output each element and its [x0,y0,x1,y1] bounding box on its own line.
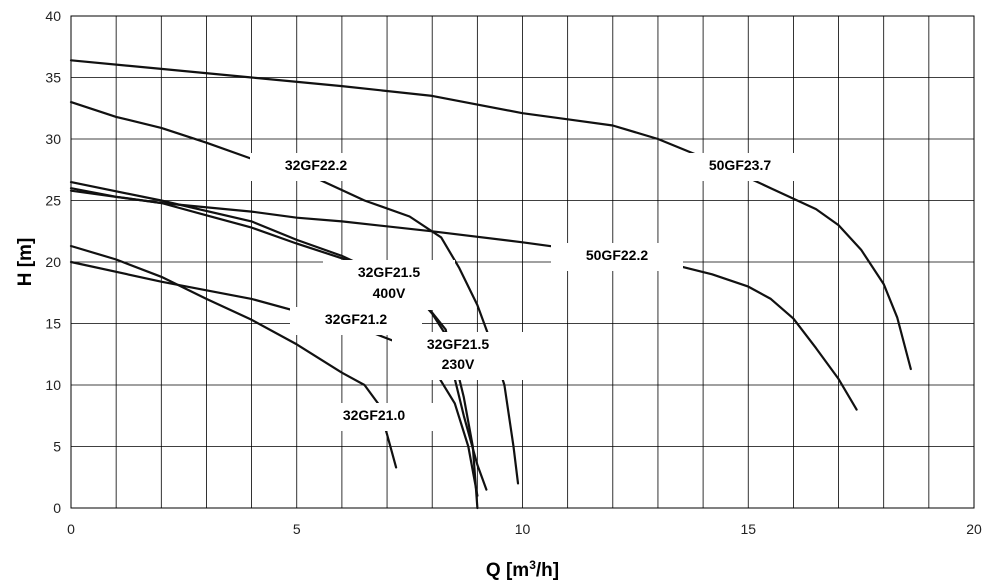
grid [70,15,975,509]
y-tick-label: 40 [45,8,61,24]
series-label: 50GF22.2 [586,247,648,263]
x-axis-title: Q [m3/h] [486,558,559,581]
series-labels: 50GF23.7 50GF22.2 32GF22.2 32GF21.5 400V 32GF… [250,153,806,431]
y-tick-label: 20 [45,254,61,270]
x-tick-label: 5 [293,521,301,537]
y-tick-label: 15 [45,316,61,332]
series-label: 32GF21.5 [358,264,420,280]
x-tick-label: 15 [740,521,756,537]
series-label-background [308,403,440,431]
y-tick-label: 35 [45,70,61,86]
series-label-background [290,307,422,335]
series-label: 32GF21.2 [325,311,387,327]
y-tick-label: 10 [45,377,61,393]
series-label-background [674,153,806,181]
series-label-background [392,332,524,380]
x-tick-label: 20 [966,521,982,537]
series-label-background [323,260,455,310]
y-axis-ticks: 0 5 10 15 20 25 30 35 40 [45,8,61,516]
y-axis-title: H [m] [15,238,36,287]
series-label: 400V [373,285,406,301]
series-line-50gf23-7 [69,59,912,371]
series-label-background [551,243,683,271]
series-lines [69,59,912,510]
y-tick-label: 25 [45,193,61,209]
series-label: 50GF23.7 [709,157,771,173]
x-tick-label: 10 [515,521,531,537]
series-label: 230V [442,356,475,372]
series-label: 32GF21.5 [427,336,489,352]
y-tick-label: 5 [53,439,61,455]
x-tick-label: 0 [67,521,75,537]
series-label: 32GF22.2 [285,157,347,173]
y-tick-label: 30 [45,131,61,147]
x-axis-ticks: 0 5 10 15 20 [67,521,982,537]
series-label: 32GF21.0 [343,407,405,423]
series-label-background [250,153,382,181]
x-axis-title-superscript: 3 [529,558,536,572]
y-tick-label: 0 [53,500,61,516]
